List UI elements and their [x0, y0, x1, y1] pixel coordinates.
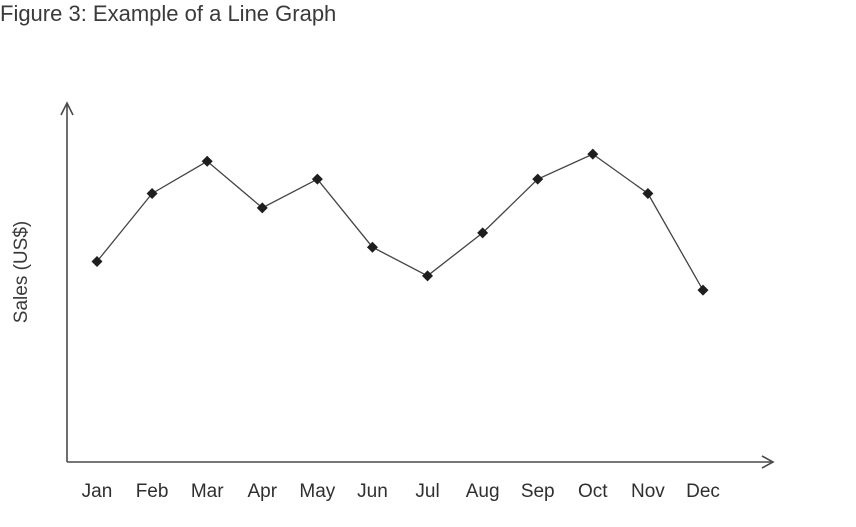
data-point-sep [532, 173, 544, 185]
y-axis-label: Sales (US$) [11, 221, 32, 323]
x-tick-label-dec: Dec [686, 481, 720, 502]
x-tick-label-oct: Oct [578, 481, 608, 502]
data-point-feb [146, 188, 158, 199]
figure-caption: Figure 3: Example of a Line Graph [0, 1, 336, 26]
data-point-nov [642, 188, 654, 199]
x-tick-label-may: May [299, 481, 335, 502]
x-tick-label-apr: Apr [247, 481, 277, 502]
x-tick-label-nov: Nov [631, 481, 665, 502]
x-tick-label-jan: Jan [82, 481, 113, 502]
data-point-apr [256, 202, 268, 214]
x-tick-labels: Jan Feb Mar Apr May Jun Jul Aug Sep Oct Nov Dec [82, 481, 720, 502]
x-tick-label-mar: Mar [191, 481, 224, 502]
y-axis [60, 101, 74, 462]
data-point-jun [366, 241, 378, 253]
data-point-aug [477, 227, 489, 239]
data-point-dec [697, 284, 709, 296]
x-tick-label-jul: Jul [415, 481, 439, 502]
x-tick-label-aug: Aug [466, 481, 500, 502]
data-point-mar [201, 155, 213, 167]
x-tick-label-jun: Jun [357, 481, 388, 502]
x-tick-label-feb: Feb [136, 481, 169, 502]
x-axis [67, 455, 775, 469]
data-point-jan [91, 256, 103, 268]
series-line [96, 153, 704, 291]
series-sales [91, 148, 709, 296]
data-point-oct [587, 148, 599, 160]
y-axis-arrow [60, 101, 74, 116]
x-axis-arrow [761, 455, 775, 469]
data-point-may [311, 173, 323, 185]
x-tick-label-sep: Sep [521, 481, 555, 502]
data-point-jul [422, 270, 434, 282]
